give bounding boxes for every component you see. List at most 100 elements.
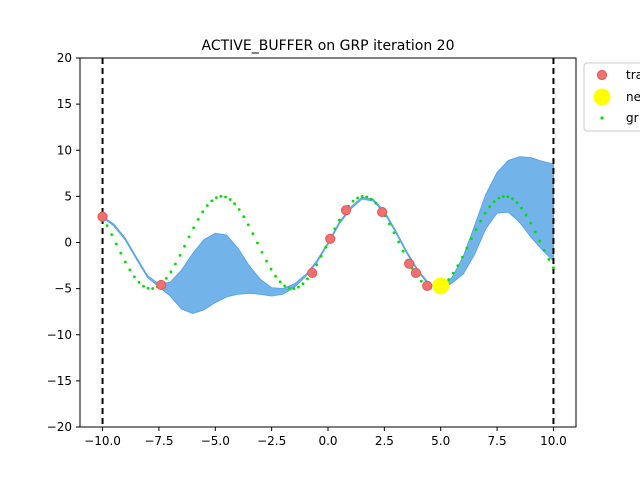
ground-truth-point <box>242 215 246 219</box>
ground-truth-point <box>224 195 227 199</box>
ground-truth-point <box>524 213 528 217</box>
ground-truth-point <box>360 195 364 198</box>
ground-truth-point <box>319 254 323 258</box>
legend-label: gr <box>626 111 639 125</box>
ground-truth-point <box>392 231 396 235</box>
training-point <box>307 267 318 279</box>
y-tick-label: −15 <box>47 374 72 388</box>
ground-truth-point <box>183 244 186 248</box>
ground-truth-point <box>119 251 123 255</box>
ground-truth-point <box>533 230 537 234</box>
ground-truth-point <box>174 262 177 266</box>
ground-truth-point <box>105 224 109 228</box>
ground-truth-point <box>237 208 241 211</box>
ground-truth-point <box>483 211 487 215</box>
ground-truth-point <box>260 250 264 254</box>
ground-truth-point <box>451 271 455 275</box>
ground-truth-point <box>187 235 191 239</box>
ground-truth-point <box>123 260 127 264</box>
ground-truth-point <box>337 218 341 222</box>
ground-truth-point <box>283 284 287 288</box>
ground-truth-point <box>488 205 492 209</box>
x-tick-label: 0.0 <box>318 434 337 448</box>
ground-truth-point <box>306 277 309 281</box>
ground-truth-point <box>388 222 391 226</box>
y-tick-label: −5 <box>54 282 72 296</box>
ground-truth-point <box>301 282 305 286</box>
ground-truth-point <box>401 249 405 253</box>
training-point <box>404 258 415 269</box>
x-tick-label: −10.0 <box>84 434 121 448</box>
ground-truth-point <box>506 195 510 199</box>
ground-truth-point <box>201 210 205 214</box>
ground-truth-point <box>474 228 478 232</box>
ground-truth-point <box>501 195 505 198</box>
ground-truth-point <box>169 270 173 274</box>
ground-truth-point <box>479 219 482 223</box>
x-tick-label: 2.5 <box>375 434 394 448</box>
ground-truth-point <box>137 280 141 284</box>
ground-truth-point <box>369 197 373 201</box>
legend: tra ne gr <box>583 62 640 132</box>
ground-truth-point <box>228 198 232 201</box>
ground-truth-point <box>114 242 118 246</box>
ground-truth-point <box>292 287 296 290</box>
axes: −10.0 −7.5 −5.0 −2.5 0.0 2.5 5.0 7.5 10.0 −20 −15 −… <box>47 51 577 448</box>
ground-truth-point <box>164 276 168 280</box>
ground-truth-point <box>419 279 423 283</box>
ground-truth-point <box>278 280 282 284</box>
plot-area <box>97 58 555 427</box>
legend-marker-ground-truth <box>600 116 604 120</box>
ground-truth-point <box>552 266 555 269</box>
ground-truth-point <box>397 240 400 244</box>
ground-truth-point <box>274 274 278 278</box>
ground-truth-point <box>128 268 132 272</box>
ground-truth-point <box>142 284 145 288</box>
ground-truth-point <box>151 287 155 290</box>
ground-truth-point <box>470 237 473 241</box>
legend-marker-training <box>596 69 608 81</box>
x-tick-label: −5.0 <box>201 434 230 448</box>
legend-marker-new <box>593 88 611 106</box>
x-tick-label: 5.0 <box>431 434 450 448</box>
training-point <box>410 267 422 279</box>
x-tick-label: −7.5 <box>144 434 173 448</box>
ground-truth-point <box>460 255 464 259</box>
legend-label: ne <box>626 90 640 104</box>
ground-truth-point <box>492 200 496 203</box>
legend-label: tra <box>626 68 640 82</box>
ground-truth-point <box>356 196 360 200</box>
ground-truth-point <box>538 239 542 243</box>
ground-truth-point <box>542 248 546 252</box>
ground-truth-point <box>133 275 136 279</box>
new-point <box>432 277 450 295</box>
ground-truth-point <box>456 264 460 268</box>
y-tick-label: −10 <box>47 328 72 342</box>
ground-truth-point <box>465 246 469 250</box>
ground-truth-point <box>351 199 355 203</box>
ground-truth-point <box>146 286 150 290</box>
y-tick-label: −20 <box>47 420 72 434</box>
ground-truth-point <box>324 245 328 249</box>
ground-truth-point <box>192 226 196 230</box>
training-point <box>97 211 108 222</box>
ground-truth-point <box>520 206 523 210</box>
ground-truth-point <box>196 217 200 221</box>
ground-truth-point <box>265 259 268 263</box>
ground-truth-point <box>205 204 209 207</box>
ground-truth-point <box>110 233 114 237</box>
y-tick-label: 0 <box>64 236 72 250</box>
ground-truth-point <box>515 201 519 205</box>
ground-truth-point <box>497 196 501 200</box>
ground-truth-point <box>296 285 300 289</box>
y-tick-label: 15 <box>57 97 72 111</box>
x-tick-label: −2.5 <box>257 434 286 448</box>
ground-truth-point <box>333 227 337 231</box>
ground-truth-point <box>256 241 259 245</box>
chart-title: ACTIVE_BUFFER on GRP iteration 20 <box>202 38 455 54</box>
ground-truth-point <box>547 257 551 261</box>
training-point <box>422 280 433 291</box>
ground-truth-point <box>374 201 378 205</box>
legend-box <box>583 62 640 132</box>
y-tick-label: 20 <box>57 51 72 65</box>
